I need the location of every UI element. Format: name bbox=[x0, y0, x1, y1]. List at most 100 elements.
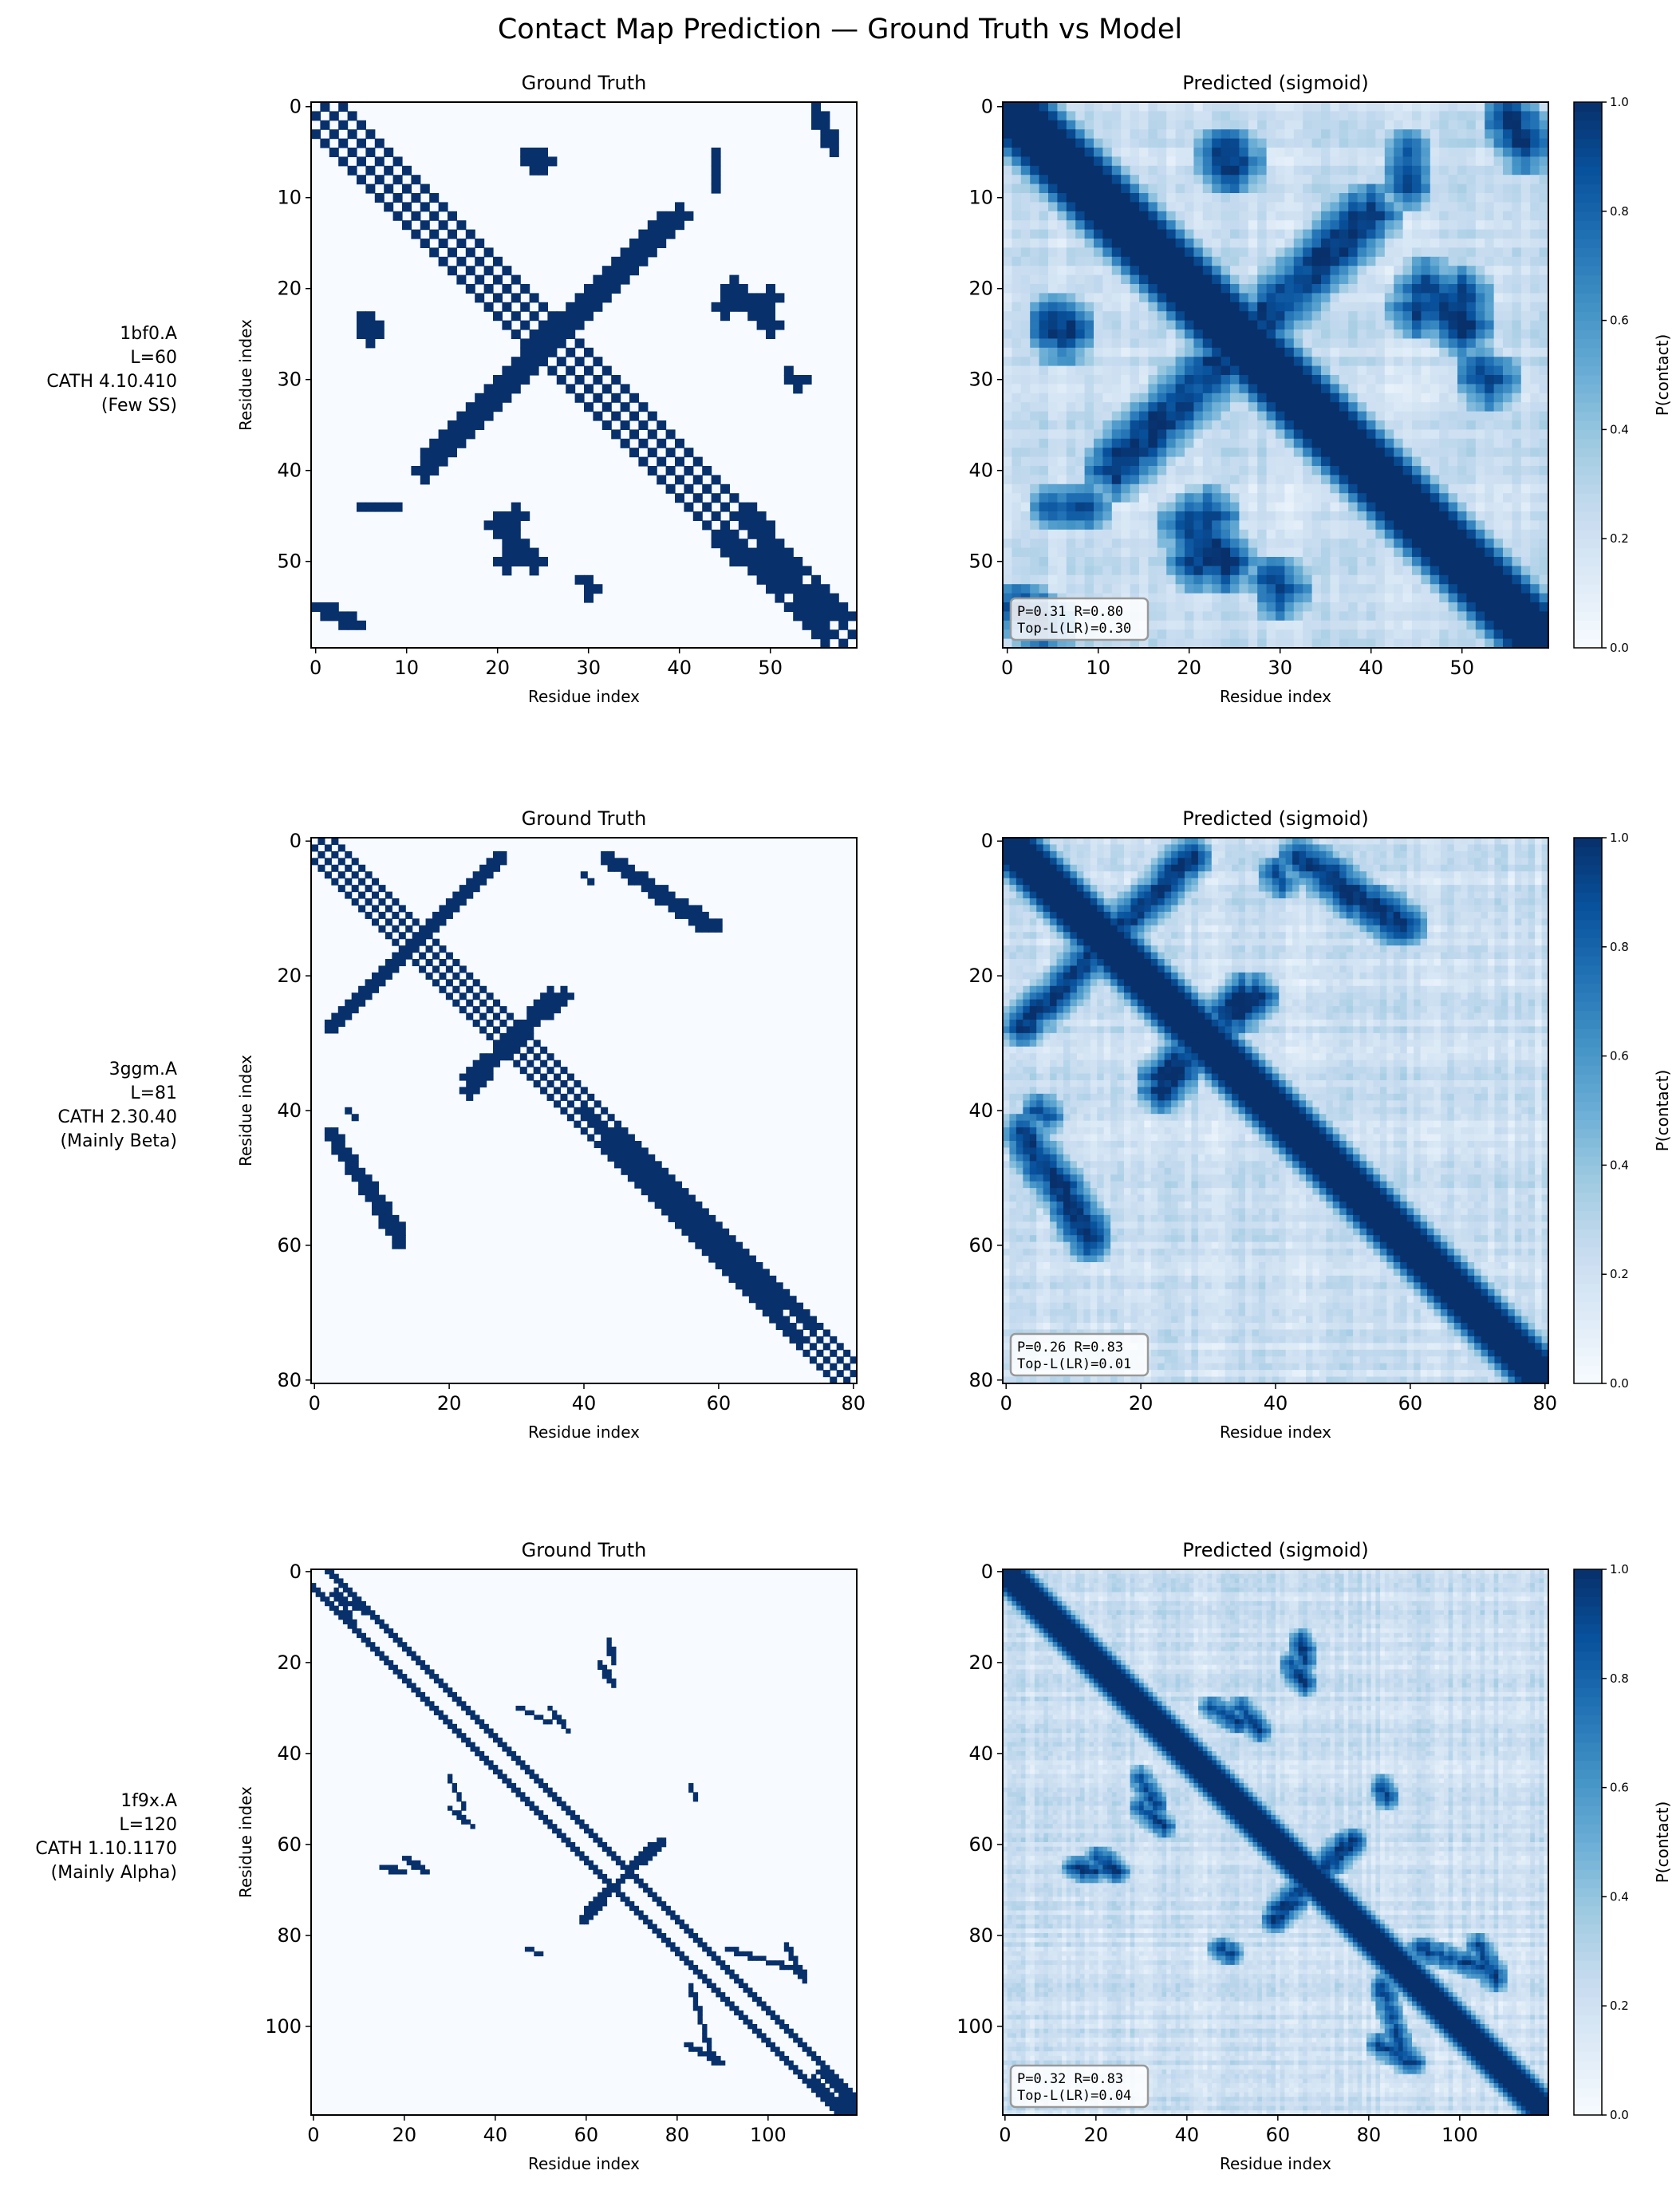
heatmap-cell bbox=[1090, 844, 1098, 852]
heatmap-cell bbox=[1102, 266, 1113, 276]
heatmap-cell bbox=[1311, 256, 1322, 266]
heatmap-cell bbox=[459, 1087, 467, 1095]
heatmap-cell bbox=[1539, 256, 1549, 266]
heatmap-cell bbox=[1248, 493, 1258, 503]
heatmap-cell bbox=[1012, 502, 1022, 512]
heatmap-cell bbox=[1339, 448, 1349, 458]
heatmap-cell bbox=[1375, 611, 1386, 622]
heatmap-cell bbox=[695, 911, 703, 919]
heatmap-cell bbox=[720, 520, 730, 531]
heatmap-cell bbox=[506, 1012, 514, 1020]
heatmap-cell bbox=[432, 979, 440, 987]
heatmap-cell bbox=[1457, 574, 1467, 585]
heatmap-cell bbox=[1066, 466, 1076, 475]
heatmap-cell bbox=[1303, 111, 1313, 121]
heatmap-cell bbox=[1057, 393, 1067, 403]
heatmap-cell bbox=[1020, 393, 1031, 403]
heatmap-cell bbox=[1384, 584, 1394, 594]
heatmap-cell bbox=[1466, 466, 1477, 475]
heatmap-cell bbox=[747, 293, 758, 303]
heatmap-cell bbox=[1293, 156, 1303, 167]
heatmap-cell bbox=[1493, 302, 1504, 312]
heatmap-cell bbox=[1057, 557, 1067, 566]
heatmap-cell bbox=[1094, 256, 1103, 266]
heatmap-cell bbox=[1084, 175, 1094, 185]
heatmap-cell bbox=[1212, 320, 1222, 330]
heatmap-cell bbox=[1421, 165, 1431, 176]
heatmap-cell bbox=[1039, 138, 1049, 148]
heatmap-cell bbox=[529, 338, 539, 349]
heatmap-cell bbox=[1528, 838, 1536, 846]
heatmap-cell bbox=[654, 885, 662, 893]
heatmap-cell bbox=[1402, 148, 1413, 157]
heatmap-cell bbox=[1520, 193, 1531, 203]
heatmap-cell bbox=[1503, 429, 1512, 440]
heatmap-cell bbox=[1157, 529, 1167, 539]
heatmap-cell bbox=[1139, 475, 1149, 485]
heatmap-cell bbox=[1276, 638, 1285, 649]
heatmap-cell bbox=[1212, 429, 1222, 440]
heatmap-cell bbox=[1139, 638, 1149, 649]
y-tick-label: 20 bbox=[968, 278, 993, 300]
heatmap-cell bbox=[1412, 547, 1422, 558]
heatmap-cell bbox=[1157, 584, 1167, 594]
heatmap-cell bbox=[1276, 365, 1285, 376]
heatmap-cell bbox=[1321, 574, 1331, 585]
colorbar-segment bbox=[1574, 129, 1602, 140]
heatmap-cell bbox=[1366, 466, 1376, 475]
heatmap-cell bbox=[1239, 284, 1249, 294]
heatmap-cell bbox=[594, 1114, 601, 1122]
x-tick-label: 0 bbox=[309, 1392, 321, 1415]
heatmap-cell bbox=[1366, 448, 1376, 458]
heatmap-cell bbox=[1276, 183, 1285, 194]
heatmap-cell bbox=[1266, 102, 1276, 112]
heatmap-cell bbox=[1193, 148, 1204, 157]
heatmap-cell bbox=[1020, 520, 1031, 531]
heatmap-cell bbox=[374, 175, 385, 185]
heatmap-cell bbox=[614, 1134, 622, 1142]
heatmap-cell bbox=[738, 547, 748, 558]
heatmap-cell bbox=[1485, 438, 1495, 448]
heatmap-cell bbox=[1453, 838, 1461, 846]
heatmap-cell bbox=[1185, 211, 1194, 221]
heatmap-cell bbox=[1512, 274, 1522, 285]
heatmap-cell bbox=[1257, 357, 1268, 367]
heatmap-cell bbox=[1366, 138, 1376, 148]
heatmap-cell bbox=[1139, 293, 1149, 303]
heatmap-cell bbox=[1239, 102, 1249, 112]
heatmap-cell bbox=[1357, 102, 1367, 112]
heatmap-cell bbox=[681, 1228, 689, 1236]
heatmap-cell bbox=[1366, 357, 1376, 367]
heatmap-cell bbox=[681, 1188, 689, 1196]
heatmap-cell bbox=[1303, 547, 1313, 558]
heatmap-cell bbox=[1293, 293, 1303, 303]
heatmap-cell bbox=[1012, 429, 1022, 440]
heatmap-cell bbox=[1175, 165, 1185, 176]
heatmap-cell bbox=[1430, 247, 1440, 258]
heatmap-cell bbox=[1520, 148, 1531, 157]
heatmap-cell bbox=[720, 293, 730, 303]
heatmap-cell bbox=[1012, 448, 1022, 458]
heatmap-cell bbox=[1248, 456, 1258, 467]
heatmap-cell bbox=[1166, 375, 1177, 385]
heatmap-cell bbox=[811, 120, 821, 130]
heatmap-cell bbox=[1311, 120, 1322, 130]
colorbar-segment bbox=[1574, 229, 1602, 239]
heatmap-cell bbox=[1066, 539, 1076, 549]
heatmap-cell bbox=[607, 1114, 615, 1122]
heatmap-cell bbox=[1384, 175, 1394, 185]
heatmap-cell bbox=[1030, 402, 1040, 412]
heatmap-cell bbox=[1284, 175, 1295, 185]
heatmap-cell bbox=[1293, 311, 1303, 322]
heatmap-cell bbox=[1102, 347, 1113, 357]
heatmap-cell bbox=[1520, 329, 1531, 339]
heatmap-cell bbox=[1530, 111, 1540, 121]
heatmap-cell bbox=[641, 1167, 649, 1175]
heatmap-cell bbox=[1466, 520, 1477, 531]
heatmap-cell bbox=[1475, 566, 1485, 576]
heatmap-cell bbox=[1057, 202, 1067, 212]
heatmap-cell bbox=[1466, 365, 1477, 376]
heatmap-cell bbox=[1057, 311, 1067, 322]
heatmap-cell bbox=[1248, 483, 1258, 494]
heatmap-cell bbox=[722, 1241, 730, 1249]
